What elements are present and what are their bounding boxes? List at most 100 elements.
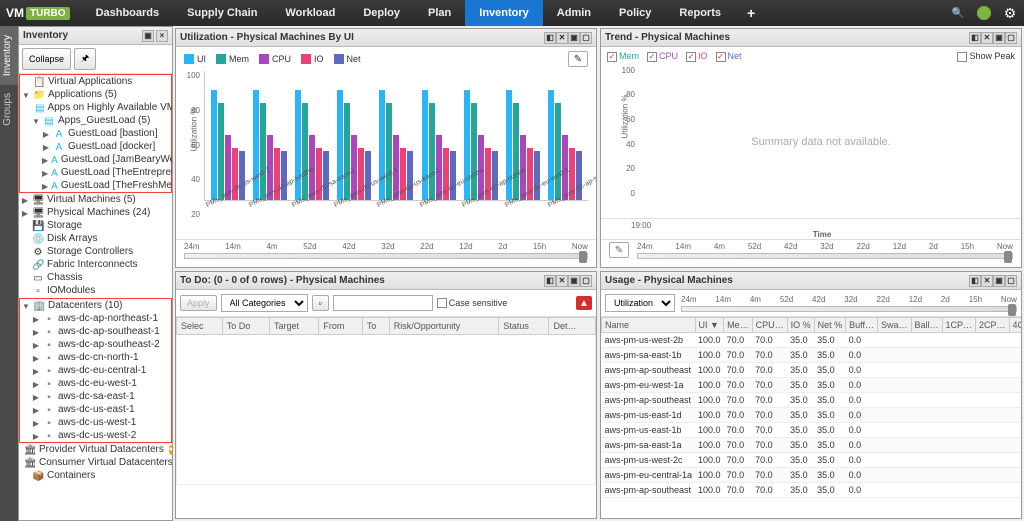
column-header[interactable]: Selec <box>177 318 223 335</box>
column-header[interactable]: From <box>319 318 363 335</box>
tree-node[interactable]: ▼📁Applications (5) <box>20 88 171 101</box>
tree-node[interactable]: ▶AGuestLoad [bastion] <box>20 127 171 140</box>
nav-workload[interactable]: Workload <box>271 0 349 26</box>
table-row[interactable]: aws-pm-us-east-1b100.070.070.035.035.00.… <box>602 423 1022 438</box>
nav-reports[interactable]: Reports <box>665 0 735 26</box>
panel-icon[interactable]: ▣ <box>568 275 580 287</box>
legend-checkbox[interactable]: Mem <box>607 51 639 62</box>
column-header[interactable]: Status <box>499 318 549 335</box>
panel-icon[interactable]: ▢ <box>1005 275 1017 287</box>
panel-icon[interactable]: ✕ <box>556 32 568 44</box>
column-header[interactable]: Name <box>602 318 696 333</box>
tree-node[interactable]: ⚙Storage Controllers <box>19 245 172 258</box>
table-row[interactable]: aws-pm-ap-southeast100.070.070.035.035.0… <box>602 363 1022 378</box>
panel-icon[interactable]: ▢ <box>580 275 592 287</box>
column-header[interactable]: Ball… <box>911 318 942 333</box>
tree-node[interactable]: ▶▪aws-dc-sa-east-1 <box>20 390 171 403</box>
column-header[interactable]: To Do <box>222 318 269 335</box>
tree-node[interactable]: ▶▪aws-dc-eu-west-1 <box>20 377 171 390</box>
panel-icon[interactable]: ◧ <box>969 32 981 44</box>
tree-node[interactable]: ▶▪aws-dc-ap-southeast-2 <box>20 338 171 351</box>
panel-icon[interactable]: ✕ <box>556 275 568 287</box>
panel-close-icon[interactable]: × <box>156 30 168 42</box>
panel-icon[interactable]: ▢ <box>1005 32 1017 44</box>
column-header[interactable]: 1CP… <box>942 318 976 333</box>
panel-tool-icon[interactable]: ▣ <box>142 30 154 42</box>
panel-icon[interactable]: ◧ <box>544 275 556 287</box>
tree-node[interactable]: ▶🖥Physical Machines (24) <box>19 206 172 219</box>
nav-policy[interactable]: Policy <box>605 0 665 26</box>
tree-node[interactable]: ▶▪aws-dc-cn-north-1 <box>20 351 171 364</box>
column-header[interactable]: Buff… <box>846 318 878 333</box>
panel-icon[interactable]: ▣ <box>568 32 580 44</box>
column-header[interactable]: IO % <box>787 318 814 333</box>
show-peak-checkbox[interactable]: Show Peak <box>957 51 1015 62</box>
legend-checkbox[interactable]: CPU <box>647 51 678 62</box>
column-header[interactable]: Det… <box>549 318 596 335</box>
edit-icon[interactable]: ✎ <box>609 242 629 258</box>
filter-input[interactable] <box>333 295 433 311</box>
legend-checkbox[interactable]: IO <box>686 51 708 62</box>
tree-node[interactable]: ▶▪aws-dc-us-west-2 <box>20 429 171 442</box>
tree-node[interactable]: ▶▪aws-dc-ap-southeast-1 <box>20 325 171 338</box>
column-header[interactable]: UI ▼ <box>695 318 724 333</box>
table-row[interactable]: aws-pm-ap-southeast100.070.070.035.035.0… <box>602 393 1022 408</box>
panel-icon[interactable]: ▣ <box>993 275 1005 287</box>
tree-node[interactable]: ▼▤Apps_GuestLoad (5) <box>20 114 171 127</box>
tree-node[interactable]: ▭Chassis <box>19 271 172 284</box>
nav-inventory[interactable]: Inventory <box>465 0 543 26</box>
column-header[interactable]: Risk/Opportunity <box>389 318 499 335</box>
tree-node[interactable]: 📦Containers <box>19 469 172 482</box>
time-slider[interactable]: 24m14m4m52d42d32d22d12d2d15hNow <box>176 239 596 267</box>
table-row[interactable]: aws-pm-sa-east-1b100.070.070.035.035.00.… <box>602 348 1022 363</box>
case-sensitive-label[interactable]: Case sensitive <box>437 298 508 309</box>
panel-icon[interactable]: ◧ <box>544 32 556 44</box>
tree-node[interactable]: ▫IOModules <box>19 284 172 297</box>
tree-tool-button[interactable]: 🖈 <box>74 48 96 70</box>
legend-checkbox[interactable]: Net <box>716 51 742 62</box>
gear-icon[interactable]: ⚙ <box>1002 5 1018 21</box>
table-row[interactable]: aws-pm-us-west-2c100.070.070.035.035.00.… <box>602 453 1022 468</box>
tree-node[interactable]: 🔗Fabric Interconnects <box>19 258 172 271</box>
status-icon[interactable] <box>976 5 992 21</box>
tree-node[interactable]: 💿Disk Arrays <box>19 232 172 245</box>
tree-node[interactable]: ▶▪aws-dc-us-east-1 <box>20 403 171 416</box>
tree-node[interactable]: 🏛Provider Virtual Datacenters● <box>19 443 172 456</box>
column-header[interactable]: Target <box>269 318 318 335</box>
nav-add-button[interactable]: + <box>735 5 767 21</box>
warning-icon[interactable]: ▲ <box>576 296 592 310</box>
tree-node[interactable]: 🏛Consumer Virtual Datacenters● <box>19 456 172 469</box>
tree-node[interactable]: ▶AGuestLoad [TheEntrepreneuria <box>20 166 171 179</box>
table-row[interactable]: aws-pm-sa-east-1a100.070.070.035.035.00.… <box>602 438 1022 453</box>
sidetab-groups[interactable]: Groups <box>0 84 18 134</box>
edit-icon[interactable]: ✎ <box>568 51 588 67</box>
column-header[interactable]: 2CP… <box>976 318 1010 333</box>
column-header[interactable]: 4CP… <box>1009 318 1021 333</box>
sidetab-inventory[interactable]: Inventory <box>0 26 18 84</box>
nav-deploy[interactable]: Deploy <box>349 0 414 26</box>
nav-admin[interactable]: Admin <box>543 0 605 26</box>
tree-node[interactable]: ▤Apps on Highly Available VMs <box>20 101 171 114</box>
panel-icon[interactable]: ◧ <box>969 275 981 287</box>
panel-icon[interactable]: ▢ <box>580 32 592 44</box>
tree-node[interactable]: ▶▪aws-dc-ap-northeast-1 <box>20 312 171 325</box>
column-header[interactable]: Swa… <box>877 318 911 333</box>
panel-icon[interactable]: ✕ <box>981 32 993 44</box>
table-row[interactable]: aws-pm-us-west-2b100.070.070.035.035.00.… <box>602 333 1022 348</box>
tree-node[interactable]: ▶AGuestLoad [JamBearyWeb] <box>20 153 171 166</box>
search-icon[interactable]: 🔍 <box>950 5 966 21</box>
category-select[interactable]: All Categories <box>221 294 308 312</box>
tree-node[interactable]: ▶🖥Virtual Machines (5) <box>19 193 172 206</box>
column-header[interactable]: Me… <box>724 318 753 333</box>
tree-node[interactable]: ▶AGuestLoad [TheFreshMethod.c <box>20 179 171 192</box>
column-header[interactable]: CPU… <box>752 318 787 333</box>
tree-node[interactable]: 📋Virtual Applications <box>20 75 171 88</box>
panel-icon[interactable]: ✕ <box>981 275 993 287</box>
tree-node[interactable]: ▶▪aws-dc-eu-central-1 <box>20 364 171 377</box>
column-header[interactable]: To <box>362 318 389 335</box>
filter-button[interactable]: ▫ <box>312 295 329 311</box>
nav-plan[interactable]: Plan <box>414 0 465 26</box>
column-header[interactable]: Net % <box>814 318 846 333</box>
tree-node[interactable]: ▶AGuestLoad [docker] <box>20 140 171 153</box>
nav-dashboards[interactable]: Dashboards <box>82 0 174 26</box>
